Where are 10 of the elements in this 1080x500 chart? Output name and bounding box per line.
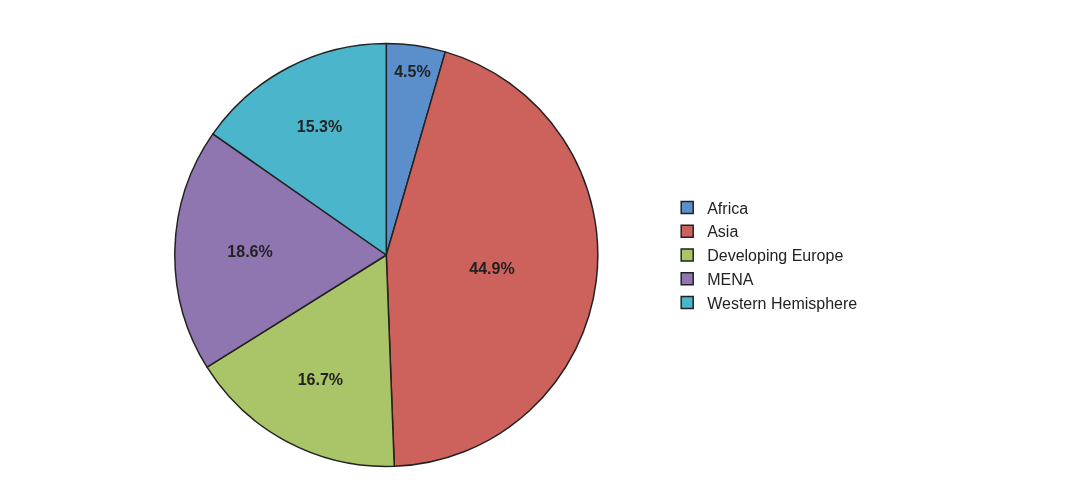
- legend-label: Developing Europe: [707, 247, 844, 265]
- legend-label: MENA: [707, 271, 754, 289]
- legend-label: Western Hemisphere: [707, 294, 858, 312]
- data-label: 44.9%: [469, 259, 515, 277]
- data-label: 15.3%: [296, 118, 343, 136]
- data-label: 18.6%: [227, 243, 273, 261]
- data-label: 16.7%: [297, 371, 344, 389]
- legend-label: Asia: [707, 223, 739, 241]
- data-label: 4.5%: [394, 62, 431, 80]
- legend-label: Africa: [707, 199, 749, 217]
